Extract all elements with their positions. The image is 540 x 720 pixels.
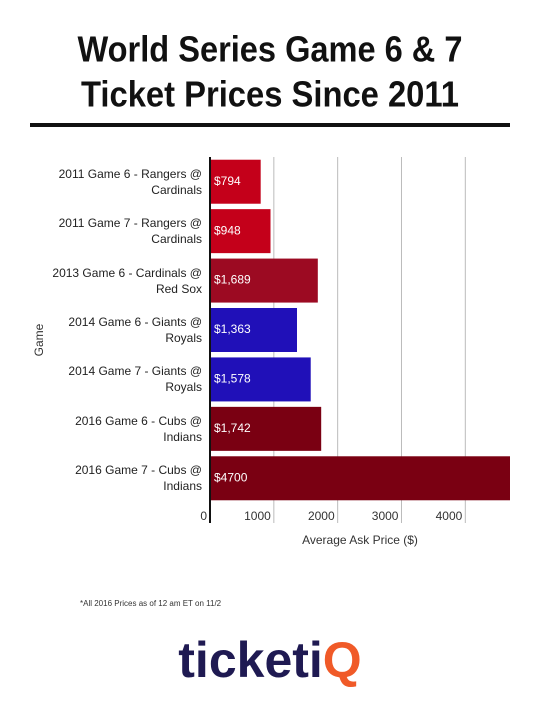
bar (210, 159, 261, 204)
x-axis-title: Average Ask Price ($) (302, 533, 418, 547)
x-tick-label: 1000 (244, 509, 271, 523)
chart-title: World Series Game 6 & 7 (78, 29, 463, 70)
logo-text: ticketi (178, 632, 323, 688)
x-tick-label: 4000 (436, 509, 463, 523)
value-label: $1,363 (214, 322, 251, 336)
value-label: $794 (214, 174, 241, 188)
x-tick-label: 2000 (308, 509, 335, 523)
bar (210, 406, 322, 451)
value-label: $1,578 (214, 372, 251, 386)
x-tick-label: 0 (200, 509, 207, 523)
bar (210, 308, 297, 352)
y-tick-label: 2016 Game 7 - Cubs @ Indians (75, 463, 202, 494)
y-tick-label: 2011 Game 6 - Rangers @ Cardinals (58, 166, 202, 197)
bar (210, 357, 311, 402)
value-label: $1,689 (214, 273, 251, 287)
value-label: $4700 (214, 470, 248, 484)
title-rule (30, 123, 510, 127)
x-tick-label: 3000 (372, 509, 399, 523)
y-tick-label: 2016 Game 6 - Cubs @ Indians (75, 413, 202, 444)
bar (210, 258, 318, 303)
y-axis-title: Game (32, 323, 46, 356)
footnote: *All 2016 Prices as of 12 am ET on 11/2 (80, 599, 222, 608)
bar (210, 456, 510, 501)
y-tick-label: 2013 Game 6 - Cardinals @ Red Sox (52, 265, 202, 296)
bar (210, 209, 271, 254)
y-tick-label: 2014 Game 7 - Giants @ Royals (68, 364, 202, 395)
logo-q: Q (323, 632, 362, 688)
y-tick-label: 2014 Game 6 - Giants @ Royals (68, 315, 202, 345)
logo: ticketiQ (178, 632, 361, 688)
value-label: $948 (214, 223, 241, 237)
value-label: $1,742 (214, 421, 251, 435)
y-tick-label: 2011 Game 7 - Rangers @ Cardinals (58, 216, 202, 247)
chart-title: Ticket Prices Since 2011 (81, 74, 459, 115)
